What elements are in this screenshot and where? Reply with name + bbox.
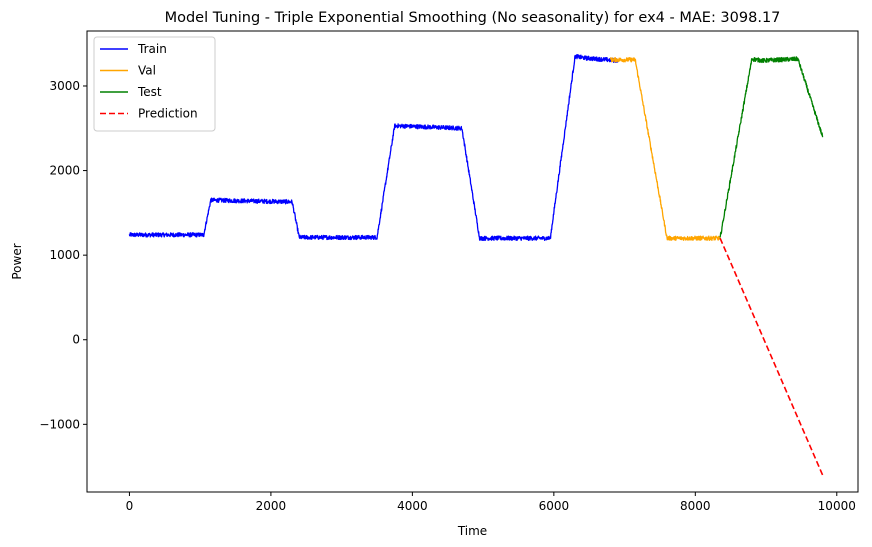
x-tick-label: 8000	[680, 499, 711, 513]
y-axis-label: Power	[10, 243, 24, 279]
series-line-prediction	[719, 237, 824, 476]
series-line-val	[609, 57, 721, 242]
legend: Train Val Test Prediction	[93, 36, 216, 132]
x-tick-label: 2000	[256, 499, 287, 513]
y-tick-label: 0	[72, 333, 80, 347]
y-tick-label: −1000	[39, 417, 80, 431]
x-tick-label: 6000	[539, 499, 570, 513]
y-tick-label: 2000	[49, 164, 80, 178]
y-tick-label: 1000	[49, 248, 80, 262]
y-axis: −1000 0 1000 2000 3000	[39, 79, 87, 431]
legend-label-train: Train	[137, 42, 167, 56]
plot-frame	[86, 30, 859, 493]
legend-label-test: Test	[137, 85, 162, 99]
legend-box	[93, 36, 216, 132]
legend-label-prediction: Prediction	[138, 107, 198, 121]
x-axis-label: Time	[457, 524, 487, 538]
series-line-test	[719, 56, 824, 238]
series-line-train	[128, 54, 619, 241]
legend-label-val: Val	[138, 64, 156, 78]
chart-title: Model Tuning - Triple Exponential Smooth…	[165, 10, 781, 26]
x-tick-label: 0	[126, 499, 134, 513]
x-tick-label: 4000	[397, 499, 428, 513]
x-axis: 0 2000 4000 6000 8000 10000	[126, 492, 856, 513]
series-layer	[128, 54, 824, 476]
x-tick-label: 10000	[818, 499, 856, 513]
y-tick-label: 3000	[49, 79, 80, 93]
